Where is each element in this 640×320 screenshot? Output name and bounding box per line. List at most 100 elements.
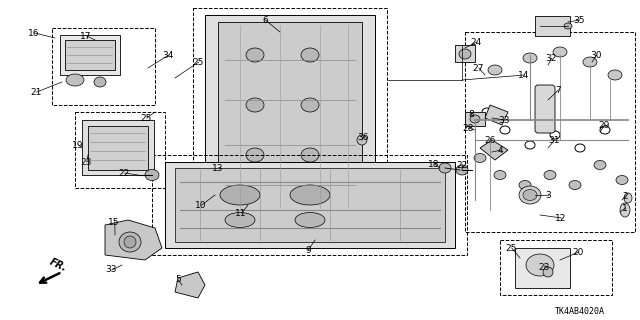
Text: 11: 11 bbox=[235, 209, 246, 218]
Polygon shape bbox=[230, 215, 360, 232]
Ellipse shape bbox=[439, 163, 451, 173]
Ellipse shape bbox=[624, 193, 632, 203]
Bar bbox=[82, 120, 154, 175]
Ellipse shape bbox=[268, 216, 292, 230]
Text: 28: 28 bbox=[462, 124, 474, 132]
Text: TK4AB4020A: TK4AB4020A bbox=[555, 308, 605, 316]
Ellipse shape bbox=[124, 236, 136, 248]
Polygon shape bbox=[205, 15, 375, 218]
Ellipse shape bbox=[290, 185, 330, 205]
Ellipse shape bbox=[526, 254, 554, 276]
Ellipse shape bbox=[271, 178, 289, 192]
Text: 29: 29 bbox=[598, 121, 609, 130]
Text: 24: 24 bbox=[470, 37, 481, 46]
Text: 22: 22 bbox=[456, 161, 467, 170]
Ellipse shape bbox=[544, 171, 556, 180]
Ellipse shape bbox=[620, 203, 630, 217]
Text: 1: 1 bbox=[622, 204, 628, 212]
Polygon shape bbox=[165, 162, 455, 248]
Text: 36: 36 bbox=[357, 132, 369, 141]
Ellipse shape bbox=[94, 77, 106, 87]
Text: 23: 23 bbox=[538, 263, 549, 273]
Ellipse shape bbox=[594, 161, 606, 170]
Text: 15: 15 bbox=[108, 218, 120, 227]
Ellipse shape bbox=[225, 212, 255, 228]
Bar bbox=[65, 40, 115, 70]
Text: 13: 13 bbox=[212, 164, 223, 172]
Text: 25: 25 bbox=[192, 58, 204, 67]
Bar bbox=[88, 126, 148, 170]
Ellipse shape bbox=[220, 185, 260, 205]
Text: 23: 23 bbox=[80, 157, 92, 166]
Ellipse shape bbox=[564, 23, 572, 29]
Text: 17: 17 bbox=[80, 31, 92, 41]
Ellipse shape bbox=[246, 148, 264, 162]
Text: 27: 27 bbox=[472, 63, 483, 73]
Text: 25: 25 bbox=[140, 114, 152, 123]
Text: 35: 35 bbox=[573, 15, 584, 25]
Text: 20: 20 bbox=[572, 247, 584, 257]
Bar bbox=[60, 35, 120, 75]
Ellipse shape bbox=[583, 57, 597, 67]
Text: 5: 5 bbox=[175, 276, 180, 284]
Text: FR.: FR. bbox=[48, 256, 68, 273]
Bar bbox=[535, 16, 570, 36]
Text: 25: 25 bbox=[505, 244, 516, 252]
Ellipse shape bbox=[616, 175, 628, 185]
Text: 21: 21 bbox=[30, 87, 42, 97]
Ellipse shape bbox=[543, 267, 553, 277]
Polygon shape bbox=[105, 220, 162, 260]
Ellipse shape bbox=[456, 165, 468, 175]
Polygon shape bbox=[485, 105, 508, 125]
Ellipse shape bbox=[488, 65, 502, 75]
Text: 33: 33 bbox=[105, 266, 116, 275]
Polygon shape bbox=[218, 22, 362, 210]
Text: 34: 34 bbox=[162, 51, 173, 60]
Ellipse shape bbox=[553, 47, 567, 57]
Text: 32: 32 bbox=[545, 53, 556, 62]
Text: 2: 2 bbox=[622, 191, 628, 201]
Text: 31: 31 bbox=[548, 135, 559, 145]
Ellipse shape bbox=[145, 170, 159, 180]
Text: 9: 9 bbox=[305, 245, 311, 254]
Ellipse shape bbox=[246, 48, 264, 62]
FancyBboxPatch shape bbox=[535, 85, 555, 133]
Text: 14: 14 bbox=[518, 70, 529, 79]
Polygon shape bbox=[480, 140, 508, 160]
Text: 7: 7 bbox=[555, 85, 561, 94]
Ellipse shape bbox=[295, 212, 325, 228]
Text: 19: 19 bbox=[72, 140, 83, 149]
Text: 30: 30 bbox=[590, 51, 602, 60]
Ellipse shape bbox=[331, 217, 349, 229]
Ellipse shape bbox=[66, 74, 84, 86]
Ellipse shape bbox=[301, 48, 319, 62]
Ellipse shape bbox=[523, 189, 537, 201]
Bar bbox=[515, 248, 570, 288]
Polygon shape bbox=[455, 45, 475, 62]
Text: 26: 26 bbox=[484, 135, 495, 145]
Ellipse shape bbox=[301, 148, 319, 162]
Ellipse shape bbox=[301, 98, 319, 112]
Ellipse shape bbox=[357, 135, 367, 145]
Ellipse shape bbox=[470, 115, 480, 123]
Ellipse shape bbox=[119, 232, 141, 252]
Text: 4: 4 bbox=[498, 146, 504, 155]
Bar bbox=[465, 112, 485, 126]
Ellipse shape bbox=[459, 49, 471, 59]
Text: 8: 8 bbox=[468, 109, 474, 118]
Text: 33: 33 bbox=[498, 116, 509, 124]
Ellipse shape bbox=[608, 70, 622, 80]
Polygon shape bbox=[175, 168, 445, 242]
Ellipse shape bbox=[569, 180, 581, 189]
Text: 6: 6 bbox=[262, 15, 268, 25]
Text: 12: 12 bbox=[555, 213, 566, 222]
Polygon shape bbox=[175, 272, 205, 298]
Ellipse shape bbox=[246, 98, 264, 112]
Ellipse shape bbox=[523, 53, 537, 63]
Ellipse shape bbox=[494, 171, 506, 180]
Text: 3: 3 bbox=[545, 190, 551, 199]
Text: 22: 22 bbox=[118, 169, 129, 178]
Ellipse shape bbox=[474, 154, 486, 163]
Ellipse shape bbox=[519, 186, 541, 204]
Text: 18: 18 bbox=[428, 159, 440, 169]
